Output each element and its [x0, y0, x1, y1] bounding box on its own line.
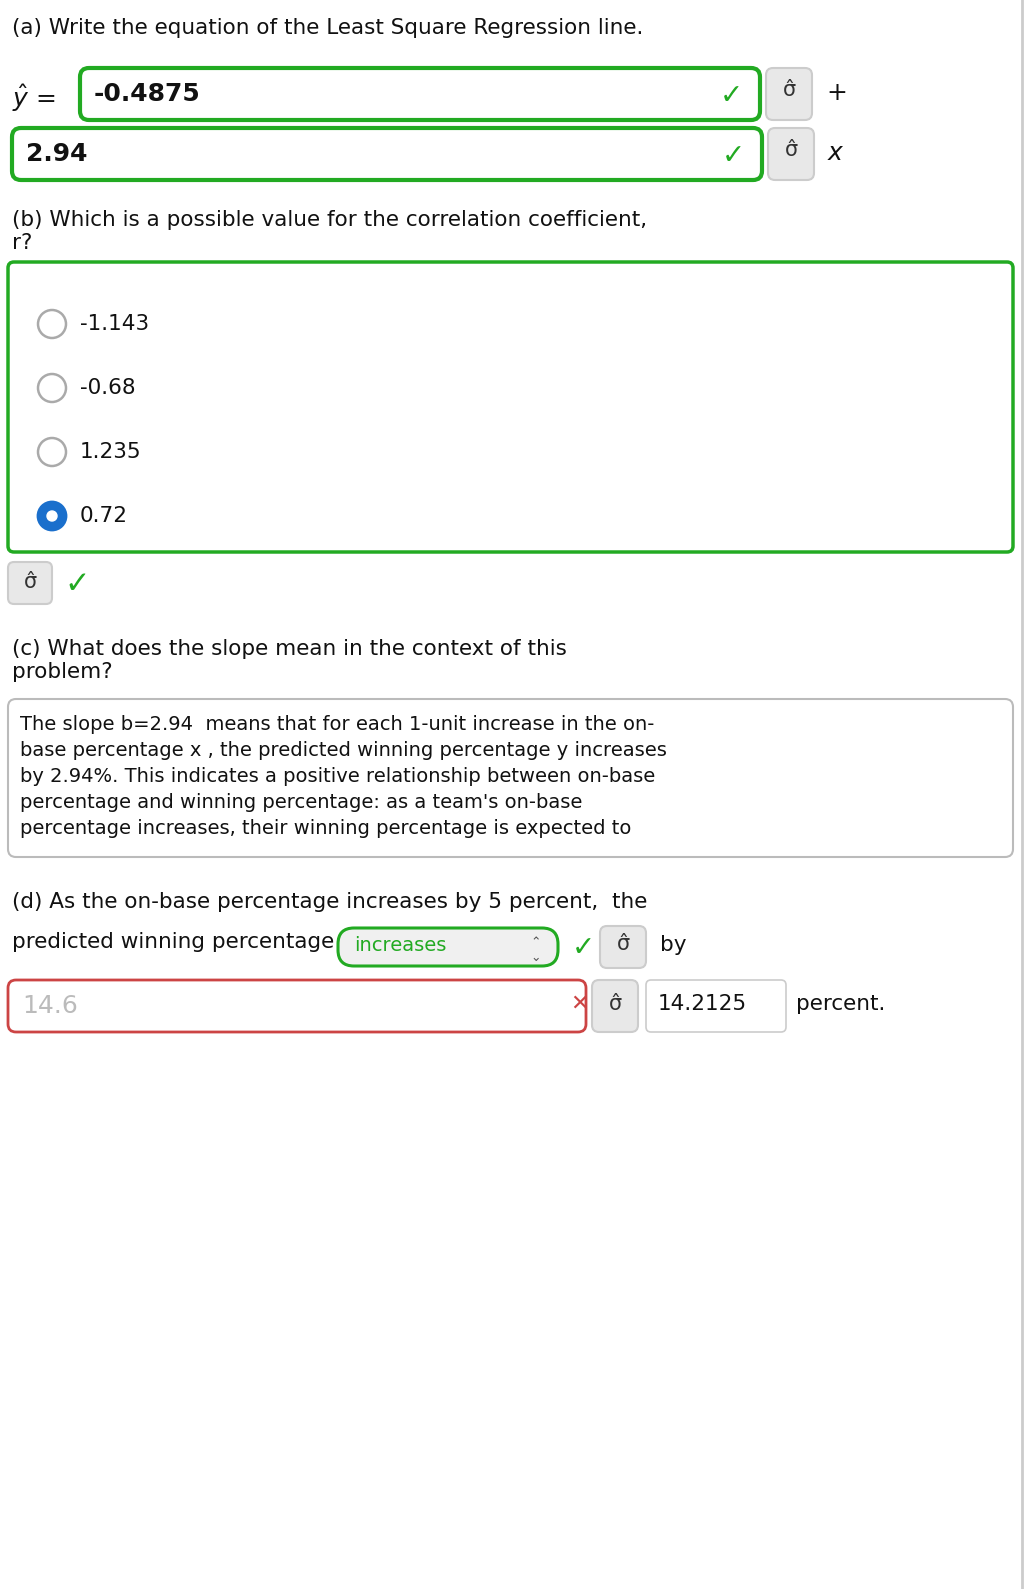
Text: σ̂: σ̂ [783, 79, 796, 100]
Text: (c) What does the slope mean in the context of this
problem?: (c) What does the slope mean in the cont… [12, 639, 567, 682]
Text: σ̂: σ̂ [24, 572, 36, 593]
Text: (b) Which is a possible value for the correlation coefficient,
r?: (b) Which is a possible value for the co… [12, 210, 647, 253]
Text: σ̂: σ̂ [608, 995, 622, 1014]
FancyBboxPatch shape [766, 68, 812, 121]
FancyBboxPatch shape [8, 563, 52, 604]
Text: 2.94: 2.94 [26, 141, 88, 165]
Text: +: + [826, 81, 846, 105]
Text: x: x [828, 141, 842, 165]
Text: σ̂: σ̂ [617, 934, 630, 953]
Text: 14.2125: 14.2125 [658, 995, 747, 1014]
FancyBboxPatch shape [8, 262, 1013, 551]
Text: percentage and winning percentage: as a team's on-base: percentage and winning percentage: as a … [20, 793, 583, 812]
FancyBboxPatch shape [646, 980, 786, 1031]
Text: -1.143: -1.143 [80, 315, 149, 334]
Text: 0.72: 0.72 [80, 505, 128, 526]
FancyBboxPatch shape [8, 980, 586, 1031]
Text: ✕: ✕ [570, 995, 589, 1014]
FancyBboxPatch shape [12, 129, 762, 180]
Text: σ̂: σ̂ [785, 140, 798, 160]
Circle shape [38, 502, 66, 531]
Text: base percentage x , the predicted winning percentage y increases: base percentage x , the predicted winnin… [20, 740, 667, 760]
FancyBboxPatch shape [768, 129, 814, 180]
Text: -0.4875: -0.4875 [94, 83, 201, 106]
Text: increases: increases [354, 936, 446, 955]
FancyBboxPatch shape [338, 928, 558, 966]
Text: (a) Write the equation of the Least Square Regression line.: (a) Write the equation of the Least Squa… [12, 17, 643, 38]
Text: ✓: ✓ [720, 83, 743, 110]
Text: 1.235: 1.235 [80, 442, 141, 462]
Text: by: by [660, 934, 687, 955]
Text: ✓: ✓ [64, 570, 90, 599]
Circle shape [38, 373, 66, 402]
Text: by 2.94%. This indicates a positive relationship between on-base: by 2.94%. This indicates a positive rela… [20, 767, 656, 787]
Text: $\hat{y}$ =: $\hat{y}$ = [12, 83, 56, 114]
Text: ⌃
⌄: ⌃ ⌄ [531, 936, 541, 965]
Text: The slope b=2.94  means that for each 1-unit increase in the on-: The slope b=2.94 means that for each 1-u… [20, 715, 655, 734]
Text: -0.68: -0.68 [80, 378, 136, 397]
FancyBboxPatch shape [592, 980, 638, 1031]
Circle shape [47, 512, 57, 521]
Text: ✓: ✓ [722, 141, 745, 170]
Text: predicted winning percentage: predicted winning percentage [12, 933, 334, 952]
Text: ✓: ✓ [572, 934, 595, 961]
Text: percent.: percent. [796, 995, 886, 1014]
Circle shape [38, 310, 66, 338]
Text: (d) As the on-base percentage increases by 5 percent,  the: (d) As the on-base percentage increases … [12, 891, 647, 912]
FancyBboxPatch shape [600, 926, 646, 968]
FancyBboxPatch shape [8, 699, 1013, 856]
Text: percentage increases, their winning percentage is expected to: percentage increases, their winning perc… [20, 818, 631, 837]
Circle shape [38, 439, 66, 466]
FancyBboxPatch shape [80, 68, 760, 121]
Text: 14.6: 14.6 [22, 995, 78, 1019]
